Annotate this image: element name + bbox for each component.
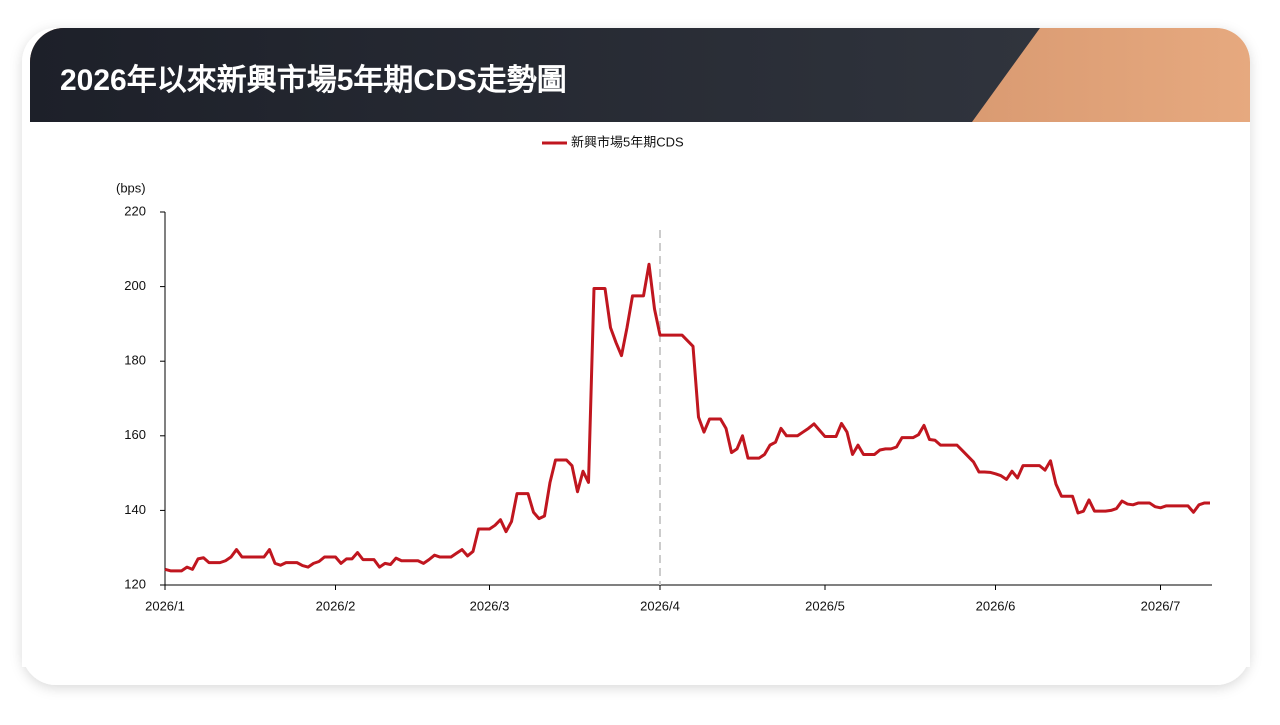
- y-axis-label: (bps): [116, 180, 146, 195]
- header-band: [30, 28, 1040, 122]
- x-tick-label: 2026/7: [1141, 598, 1181, 613]
- data-line: [164, 262, 1210, 573]
- x-tick-label: 2026/5: [805, 598, 845, 613]
- chart-title: 2026年以來新興市場5年期CDS走勢圖: [60, 63, 567, 97]
- y-tick-label: 140: [124, 502, 146, 517]
- x-tick-label: 2026/3: [470, 598, 510, 613]
- legend-label: 新興市場5年期CDS: [571, 134, 684, 149]
- x-tick-label: 2026/2: [316, 598, 356, 613]
- chart-area: [22, 122, 1250, 667]
- y-tick-label: 120: [124, 576, 146, 591]
- x-tick-label: 2026/1: [145, 598, 185, 613]
- y-tick-label: 220: [124, 203, 146, 218]
- x-tick-label: 2026/4: [640, 598, 680, 613]
- header: [30, 28, 1250, 122]
- y-tick-label: 180: [124, 353, 146, 368]
- y-tick-label: 160: [124, 427, 146, 442]
- y-tick-label: 200: [124, 278, 146, 293]
- x-tick-label: 2026/6: [976, 598, 1016, 613]
